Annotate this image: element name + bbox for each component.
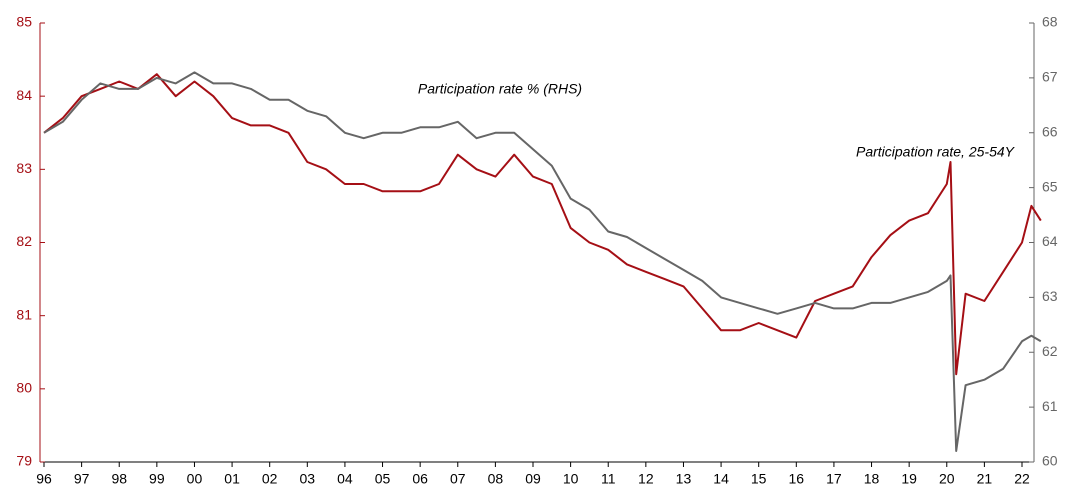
x-tick-label: 11 [601, 471, 616, 487]
y-tick-label: 84 [16, 87, 32, 103]
y-tick-label: 79 [16, 453, 32, 469]
x-tick-label: 97 [74, 471, 90, 487]
y2-tick-label: 64 [1042, 233, 1058, 249]
x-tick-label: 09 [525, 471, 541, 487]
x-tick-label: 06 [412, 471, 428, 487]
x-tick-label: 22 [1014, 471, 1030, 487]
x-tick-label: 10 [563, 471, 579, 487]
x-tick-label: 02 [262, 471, 278, 487]
x-tick-label: 08 [488, 471, 504, 487]
x-tick-label: 13 [676, 471, 692, 487]
x-tick-label: 12 [638, 471, 654, 487]
y-tick-label: 81 [16, 306, 32, 322]
series-line [43, 73, 1042, 376]
x-tick-label: 18 [864, 471, 880, 487]
y2-tick-label: 67 [1042, 69, 1058, 85]
y2-tick-label: 66 [1042, 123, 1058, 139]
x-tick-label: 99 [149, 471, 165, 487]
x-tick-label: 14 [713, 471, 729, 487]
y2-tick-label: 61 [1042, 398, 1058, 414]
y-tick-label: 82 [16, 233, 32, 249]
x-tick-label: 03 [300, 471, 316, 487]
series-line [43, 71, 1042, 452]
x-tick-label: 96 [36, 471, 52, 487]
x-tick-label: 98 [111, 471, 127, 487]
x-tick-label: 21 [977, 471, 993, 487]
x-tick-label: 17 [826, 471, 842, 487]
y-tick-label: 80 [16, 380, 32, 396]
x-tick-label: 07 [450, 471, 466, 487]
x-tick-label: 05 [375, 471, 391, 487]
y-tick-label: 85 [16, 14, 32, 30]
y-tick-label: 83 [16, 160, 32, 176]
prime-age-annotation: Participation rate, 25-54Y [856, 144, 1016, 160]
rhs-annotation: Participation rate % (RHS) [418, 81, 582, 97]
y2-tick-label: 60 [1042, 453, 1058, 469]
x-tick-label: 04 [337, 471, 353, 487]
y2-tick-label: 62 [1042, 343, 1058, 359]
x-tick-label: 16 [789, 471, 805, 487]
x-tick-label: 15 [751, 471, 767, 487]
y2-tick-label: 63 [1042, 288, 1058, 304]
y2-tick-label: 65 [1042, 178, 1058, 194]
x-tick-label: 19 [901, 471, 917, 487]
x-tick-label: 01 [224, 471, 240, 487]
x-tick-label: 20 [939, 471, 955, 487]
y2-tick-label: 68 [1042, 14, 1058, 30]
x-tick-label: 00 [187, 471, 203, 487]
